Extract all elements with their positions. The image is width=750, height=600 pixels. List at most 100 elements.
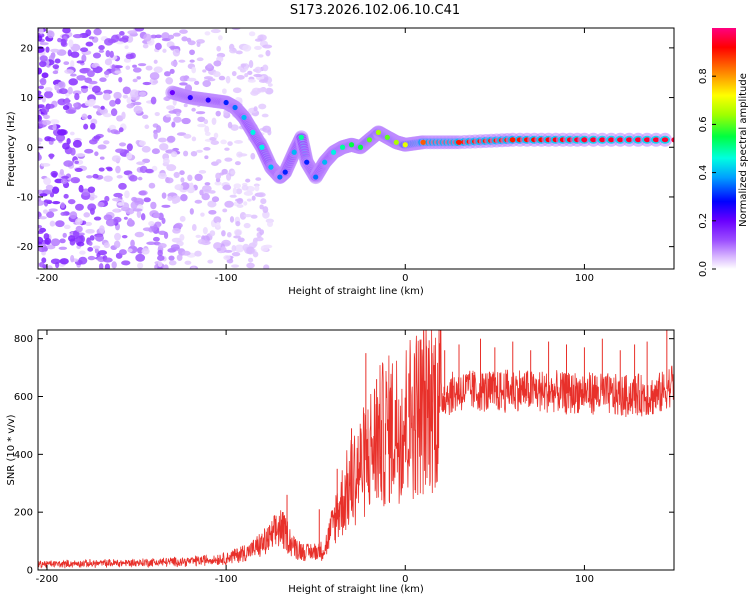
ridge-point bbox=[456, 139, 462, 145]
noise-blob bbox=[127, 248, 133, 253]
noise-blob bbox=[94, 151, 99, 157]
noise-blob bbox=[38, 110, 41, 115]
noise-blob bbox=[39, 77, 47, 86]
noise-blob bbox=[62, 232, 67, 238]
ridge-core bbox=[634, 137, 642, 143]
noise-blob bbox=[54, 58, 61, 64]
noise-blob bbox=[141, 248, 150, 255]
noise-blob bbox=[98, 49, 105, 53]
noise-blob bbox=[158, 230, 167, 235]
noise-blob bbox=[254, 38, 263, 42]
noise-blob bbox=[38, 114, 43, 122]
noise-blob bbox=[209, 136, 217, 141]
noise-blob bbox=[258, 103, 267, 110]
noise-blob bbox=[199, 189, 204, 196]
noise-blob bbox=[92, 52, 102, 59]
noise-blob bbox=[92, 173, 99, 179]
noise-blob bbox=[132, 208, 143, 212]
noise-blob bbox=[172, 32, 181, 37]
noise-blob bbox=[78, 232, 85, 236]
noise-blob bbox=[234, 161, 241, 166]
noise-blob bbox=[74, 92, 80, 101]
noise-blob bbox=[204, 125, 210, 134]
x-tick-label: -100 bbox=[215, 273, 238, 284]
noise-blob bbox=[243, 214, 253, 218]
noise-blob bbox=[49, 220, 56, 227]
noise-blob bbox=[54, 84, 60, 91]
noise-blob bbox=[58, 246, 68, 250]
noise-blob bbox=[103, 214, 113, 221]
y-tick-label: 0 bbox=[27, 566, 33, 577]
noise-blob bbox=[153, 131, 158, 140]
noise-blob bbox=[90, 122, 96, 130]
noise-blob bbox=[142, 158, 151, 164]
noise-blob bbox=[57, 81, 64, 88]
noise-blob bbox=[52, 70, 59, 75]
noise-blob bbox=[194, 250, 202, 257]
noise-blob bbox=[99, 156, 105, 160]
noise-blob bbox=[246, 198, 252, 202]
noise-blob bbox=[121, 235, 128, 239]
noise-blob bbox=[132, 78, 138, 83]
noise-blob bbox=[170, 60, 178, 67]
noise-blob bbox=[201, 185, 212, 192]
noise-blob bbox=[103, 89, 113, 95]
colorbar-tick-label: 0.6 bbox=[698, 116, 709, 132]
noise-blob bbox=[55, 133, 66, 142]
noise-blob bbox=[262, 210, 270, 219]
noise-blob bbox=[38, 67, 43, 75]
noise-blob bbox=[52, 201, 61, 205]
noise-blob bbox=[116, 41, 124, 45]
noise-blob bbox=[121, 260, 131, 266]
noise-blob bbox=[161, 192, 167, 199]
noise-blob bbox=[63, 193, 69, 199]
noise-blob bbox=[97, 144, 107, 150]
noise-blob bbox=[123, 216, 128, 220]
noise-blob bbox=[224, 249, 233, 253]
noise-blob bbox=[45, 184, 54, 191]
noise-blob bbox=[154, 112, 160, 117]
noise-blob bbox=[130, 239, 135, 248]
snr-ylabel: SNR (10 * v/v) bbox=[6, 414, 17, 485]
noise-blob bbox=[257, 87, 267, 93]
noise-blob bbox=[215, 221, 221, 229]
ridge-point bbox=[187, 94, 193, 101]
noise-blob bbox=[265, 87, 274, 95]
noise-blob bbox=[136, 161, 146, 166]
noise-blob bbox=[117, 202, 125, 206]
snr-trace bbox=[38, 330, 674, 569]
noise-blob bbox=[93, 28, 102, 36]
noise-blob bbox=[70, 147, 76, 156]
noise-blob bbox=[234, 140, 243, 144]
noise-blob bbox=[74, 167, 83, 172]
noise-blob bbox=[178, 59, 186, 63]
noise-blob bbox=[132, 64, 137, 68]
noise-blob bbox=[44, 237, 52, 245]
noise-blob bbox=[213, 60, 222, 67]
ridge-point bbox=[384, 134, 390, 140]
noise-blob bbox=[236, 197, 244, 204]
noise-blob bbox=[258, 79, 268, 83]
noise-blob bbox=[104, 263, 111, 269]
noise-blob bbox=[87, 246, 94, 252]
noise-blob bbox=[102, 93, 111, 101]
noise-blob bbox=[202, 80, 211, 88]
noise-blob bbox=[191, 107, 196, 112]
noise-blob bbox=[87, 70, 95, 78]
noise-blob bbox=[195, 234, 201, 239]
ridge-point bbox=[298, 134, 304, 140]
noise-blob bbox=[153, 59, 158, 64]
noise-blob bbox=[165, 177, 174, 184]
noise-blob bbox=[150, 34, 157, 39]
figure-title: S173.2026.102.06.10.C41 bbox=[290, 3, 460, 18]
noise-blob bbox=[184, 260, 192, 265]
noise-blob bbox=[216, 45, 222, 52]
noise-blob bbox=[59, 238, 66, 244]
noise-blob bbox=[210, 28, 221, 34]
noise-blob bbox=[196, 149, 203, 153]
noise-blob bbox=[169, 45, 179, 50]
noise-blob bbox=[76, 60, 85, 64]
noise-blob bbox=[175, 112, 181, 117]
noise-blob bbox=[227, 141, 233, 146]
noise-blob bbox=[135, 253, 146, 262]
